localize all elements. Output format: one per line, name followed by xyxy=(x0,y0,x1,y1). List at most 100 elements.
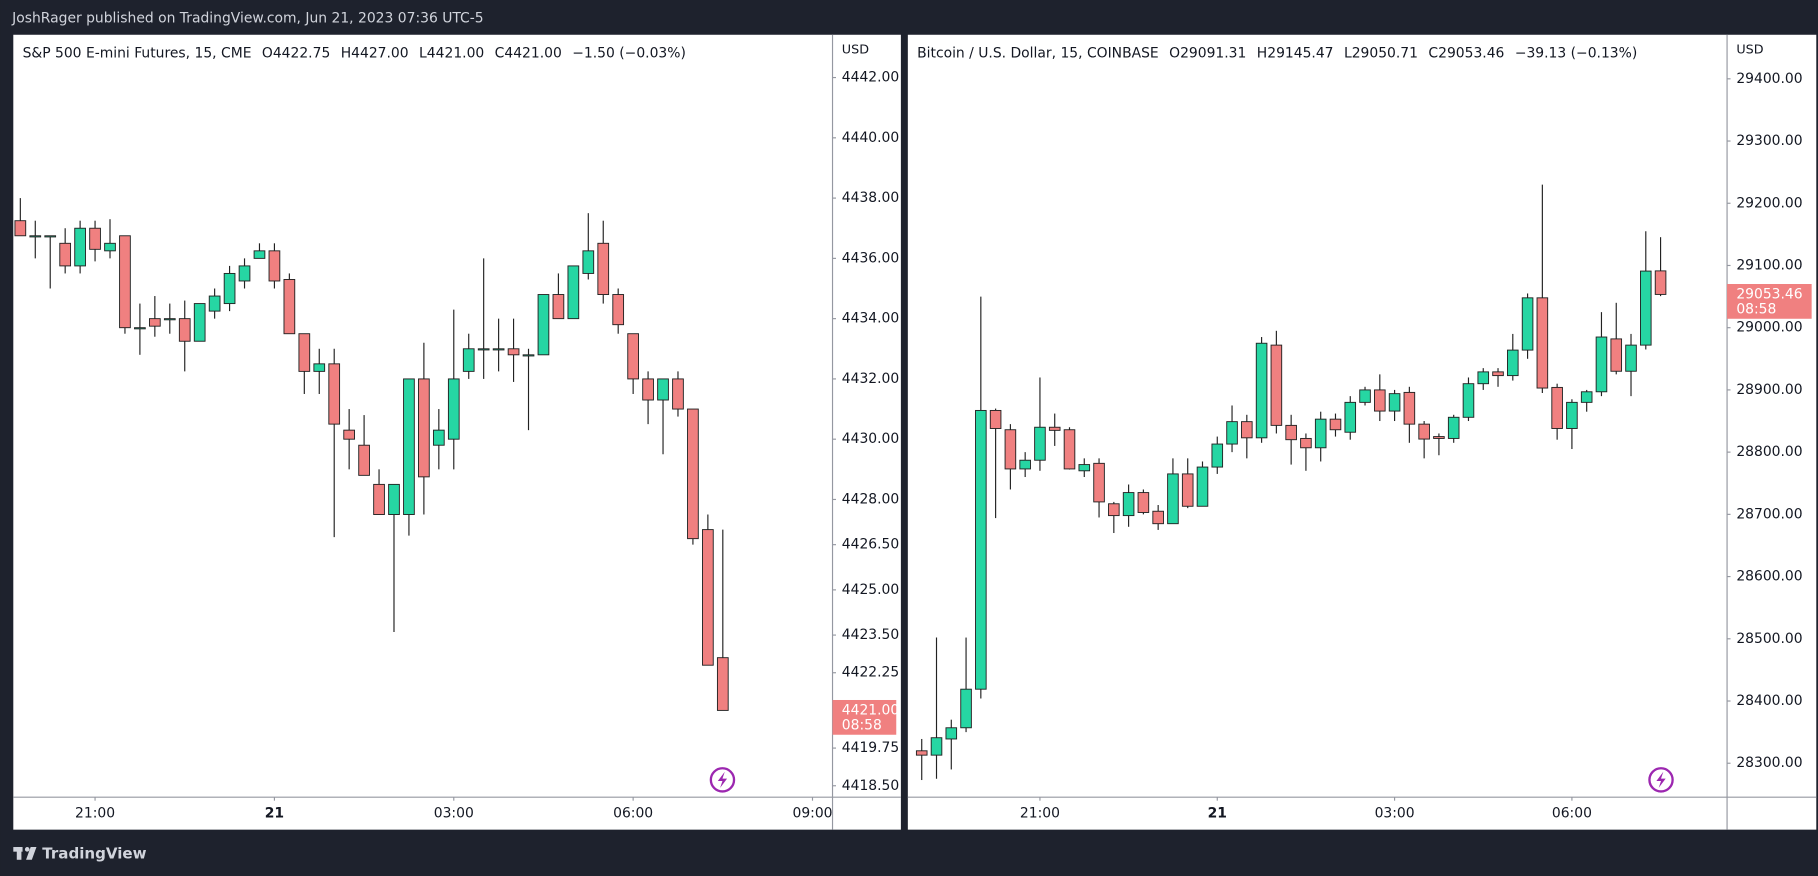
candle-body xyxy=(597,242,610,295)
ohlc-value: 4422.75 xyxy=(273,45,330,61)
candle-body xyxy=(1167,473,1179,525)
candle-body xyxy=(104,242,116,252)
ohlc-label: H xyxy=(1257,45,1267,61)
candle-body xyxy=(945,727,958,740)
candle-body xyxy=(1329,418,1342,431)
candle-body xyxy=(1255,342,1268,439)
last-price-badge xyxy=(832,699,897,735)
y-tick-label: 28700.00 xyxy=(1736,506,1802,522)
candle-body xyxy=(1536,297,1549,389)
candle-body xyxy=(163,318,176,321)
candle-body xyxy=(642,378,654,401)
candle-body xyxy=(74,227,86,267)
candle-body xyxy=(702,529,714,666)
candle-body xyxy=(238,265,251,282)
brand-name: TradingView xyxy=(42,844,146,862)
candle-body xyxy=(1344,401,1357,433)
candle-body xyxy=(1654,270,1667,295)
last-price-label: 29053.46 xyxy=(1736,286,1802,302)
candle-body xyxy=(552,294,565,320)
candle-body xyxy=(492,348,505,351)
candle-body xyxy=(1314,418,1327,449)
y-tick-label: 29100.00 xyxy=(1736,257,1802,273)
candle-body xyxy=(149,318,161,327)
candle-body xyxy=(418,378,430,478)
y-tick-label: 28800.00 xyxy=(1736,444,1802,460)
candle-body xyxy=(1108,503,1120,517)
candle-body xyxy=(119,235,131,329)
candle-body xyxy=(612,294,625,326)
candle-body xyxy=(522,354,535,357)
x-tick-label: 06:00 xyxy=(1552,805,1592,821)
ohlc-value: 4427.00 xyxy=(351,45,408,61)
candle-body xyxy=(1019,459,1031,470)
candle-body xyxy=(193,303,206,342)
candle-body xyxy=(1403,391,1416,425)
x-tick-label: 21 xyxy=(265,805,284,821)
last-price-badge xyxy=(1727,284,1812,319)
candle-body xyxy=(432,429,445,446)
chart-title: Bitcoin / U.S. Dollar, 15, COINBASE xyxy=(917,45,1159,61)
candle-body xyxy=(1063,429,1076,470)
candle-body xyxy=(358,444,370,476)
candle-body xyxy=(537,294,550,356)
candle-body xyxy=(268,250,281,282)
candle-body xyxy=(1137,492,1150,513)
y-tick-label: 28400.00 xyxy=(1736,693,1802,709)
candle-body xyxy=(44,235,57,238)
candle-body xyxy=(298,333,311,372)
x-tick-label: 21:00 xyxy=(75,805,115,821)
y-tick-label: 29000.00 xyxy=(1736,320,1802,336)
ohlc-label: O xyxy=(262,45,273,61)
ohlc-value: 4421.00 xyxy=(427,45,484,61)
ohlc-value: 29050.71 xyxy=(1352,45,1418,61)
candle-body xyxy=(975,409,987,690)
candle-body xyxy=(1566,401,1578,429)
countdown-label: 08:58 xyxy=(1736,301,1776,317)
candle-body xyxy=(1610,338,1623,372)
candle-body xyxy=(343,429,355,440)
candle-body xyxy=(1196,466,1209,507)
candle-body xyxy=(1477,371,1490,385)
y-tick-label: 29400.00 xyxy=(1736,71,1802,87)
chart-2: USD 29400.00 29300.00 29200.00 29100.00 29000… xyxy=(907,34,1817,830)
x-tick-label: 21:00 xyxy=(1020,805,1060,821)
candle-body xyxy=(1152,510,1164,525)
candle-body xyxy=(328,363,341,425)
countdown-label: 08:58 xyxy=(842,717,882,733)
candle-body xyxy=(1122,492,1135,517)
y-tick-label: 4430.00 xyxy=(842,431,899,447)
candle-body xyxy=(89,227,101,250)
candle-body xyxy=(1625,344,1637,372)
candle-body xyxy=(672,378,684,410)
candle-body xyxy=(447,378,460,440)
x-tick-label: 21 xyxy=(1208,805,1227,821)
x-tick-label: 03:00 xyxy=(434,805,474,821)
candle-body xyxy=(134,327,146,330)
y-tick-label: 28300.00 xyxy=(1736,755,1802,771)
candle-body xyxy=(1211,443,1224,468)
candle-body xyxy=(1551,386,1563,429)
y-tick-label: 4423.50 xyxy=(842,627,899,643)
y-tick-label: 4428.00 xyxy=(842,491,899,507)
y-tick-label: 28900.00 xyxy=(1736,382,1802,398)
candle-body xyxy=(1418,423,1430,440)
ohlc-value: 29091.31 xyxy=(1180,45,1246,61)
candle-body xyxy=(1507,349,1519,377)
ohlc-label: C xyxy=(1428,45,1438,61)
x-tick-label: 06:00 xyxy=(613,805,653,821)
x-tick-label: 03:00 xyxy=(1375,805,1415,821)
y-tick-label: 29200.00 xyxy=(1736,195,1802,211)
candle-body xyxy=(1093,462,1105,503)
y-tick-label: 4419.75 xyxy=(842,740,899,756)
candle-body xyxy=(14,220,27,237)
y-tick-label: 4438.00 xyxy=(842,190,899,206)
candle-body xyxy=(1447,416,1460,439)
candle-body xyxy=(59,242,72,267)
y-tick-label: 4418.50 xyxy=(842,778,899,794)
ohlc-label: O xyxy=(1169,45,1180,61)
candle-body xyxy=(29,235,42,238)
y-tick-label: 4422.25 xyxy=(842,665,899,681)
candle-body xyxy=(1462,383,1475,418)
candle-body xyxy=(1181,473,1194,507)
